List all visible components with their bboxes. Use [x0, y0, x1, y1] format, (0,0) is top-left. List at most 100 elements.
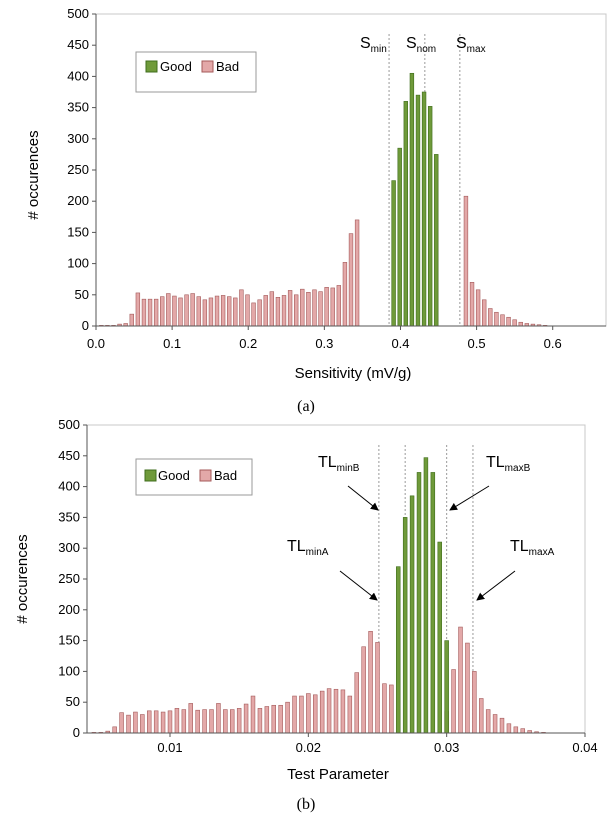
y-tick-label: 500: [67, 6, 89, 21]
bar-bad: [333, 688, 339, 734]
x-tick-label: 0.01: [157, 740, 182, 755]
y-tick-label: 250: [58, 571, 80, 586]
y-tick-label: 350: [58, 509, 80, 524]
y-tick-label: 150: [67, 224, 89, 239]
bar-bad: [340, 689, 346, 734]
bar-bad: [195, 709, 200, 734]
bar-bad: [324, 287, 329, 327]
bar-bad: [463, 195, 469, 327]
bar-good: [423, 457, 429, 734]
bars-a: [99, 72, 548, 327]
bar-bad: [354, 219, 360, 327]
bar-bad: [153, 298, 159, 327]
y-tick-label: 400: [67, 68, 89, 83]
y-tick-label: 0: [82, 318, 89, 333]
bar-good: [444, 640, 449, 734]
bar-bad: [245, 294, 250, 327]
bar-bad: [389, 684, 394, 734]
y-tick-label: 450: [67, 37, 89, 52]
bar-bad: [133, 711, 138, 734]
y-tick-label: 200: [58, 602, 80, 617]
bar-bad: [257, 708, 263, 734]
axes-b: [83, 424, 586, 737]
legend-b: Good Bad: [135, 458, 253, 496]
bar-bad: [233, 297, 238, 327]
y-tick-label: 300: [67, 131, 89, 146]
arrow-tlmina: [339, 570, 378, 601]
bar-bad: [202, 299, 208, 327]
bar-bad: [499, 717, 505, 734]
threshold-label-smin: Smin: [360, 35, 387, 55]
panel-a: 0 50 100 150 200 250 300 350 400 450 500 0.0 0.1 0.2 0…: [25, 6, 607, 415]
bar-bad: [119, 712, 124, 734]
bar-bad: [375, 642, 380, 734]
bar-bad: [488, 308, 493, 327]
threshold-arrows-b: [339, 485, 516, 601]
bar-bad: [227, 296, 232, 327]
y-tick-label: 50: [66, 694, 80, 709]
y-tick-label: 400: [58, 479, 80, 494]
bar-bad: [482, 299, 487, 327]
arrow-tlmaxb: [449, 485, 490, 511]
bar-bad: [306, 292, 311, 327]
bar-bad: [264, 706, 270, 734]
bar-bad: [285, 701, 290, 734]
bar-bad: [153, 710, 159, 734]
bar-bad: [475, 289, 481, 327]
bar-bad: [500, 314, 505, 327]
y-tick-label: 100: [67, 256, 89, 271]
x-axis-title-a: Sensitivity (mV/g): [295, 365, 412, 382]
bar-good: [409, 72, 415, 327]
x-axis-title-b: Test Parameter: [287, 766, 389, 783]
arrow-tlminb: [347, 485, 379, 511]
bar-bad: [313, 694, 318, 734]
x-tick-label: 0.3: [315, 336, 333, 351]
legend-swatch-bad-a: [201, 60, 214, 73]
bar-good: [415, 94, 421, 327]
bar-good: [421, 91, 427, 327]
bar-bad: [472, 671, 477, 734]
panel-b: 0 50 100 150 200 250 300 350 400 450 500 0.01 0.02 0.…: [14, 417, 598, 813]
bar-good: [397, 147, 402, 327]
legend-box-a: [135, 51, 257, 93]
y-tick-label: 250: [67, 162, 89, 177]
bar-bad: [469, 282, 475, 327]
threshold-labels-b: TLminB TLmaxB TLminA TLmaxA: [287, 454, 555, 558]
bar-bad: [506, 723, 512, 734]
legend-swatch-good-b: [144, 469, 157, 482]
y-tick-label: 100: [58, 663, 80, 678]
bar-bad: [250, 695, 256, 734]
bar-good: [430, 472, 436, 734]
bar-bad: [354, 672, 359, 734]
bar-bad: [382, 683, 387, 734]
bar-bad: [223, 709, 228, 734]
bar-bad: [141, 298, 147, 327]
panel-label-a: (a): [297, 398, 315, 415]
axes-a: [92, 13, 607, 330]
bar-bad: [216, 703, 221, 734]
bar-bad: [178, 297, 183, 327]
y-tick-label: 350: [67, 100, 89, 115]
bars-b: [91, 457, 546, 734]
bar-bad: [112, 726, 117, 734]
legend-swatch-good-a: [145, 60, 158, 73]
x-tick-label: 0.03: [434, 740, 459, 755]
bar-bad: [520, 728, 525, 734]
legend-label-bad-a: Bad: [216, 59, 239, 74]
legend-a: Good Bad: [135, 51, 257, 93]
bar-good: [391, 180, 396, 327]
y-axis-title-b: # occurences: [14, 534, 31, 623]
bar-bad: [190, 293, 195, 327]
bar-bad: [236, 708, 242, 734]
bar-bad: [196, 296, 201, 327]
bar-bad: [465, 642, 470, 734]
bar-bad: [160, 711, 166, 734]
panel-label-b: (b): [297, 796, 316, 813]
bar-bad: [494, 311, 499, 327]
y-tick-label: 50: [75, 287, 89, 302]
x-tick-label: 0.5: [468, 336, 486, 351]
bar-bad: [275, 296, 281, 327]
bar-bad: [492, 714, 498, 734]
bar-bad: [184, 294, 189, 327]
